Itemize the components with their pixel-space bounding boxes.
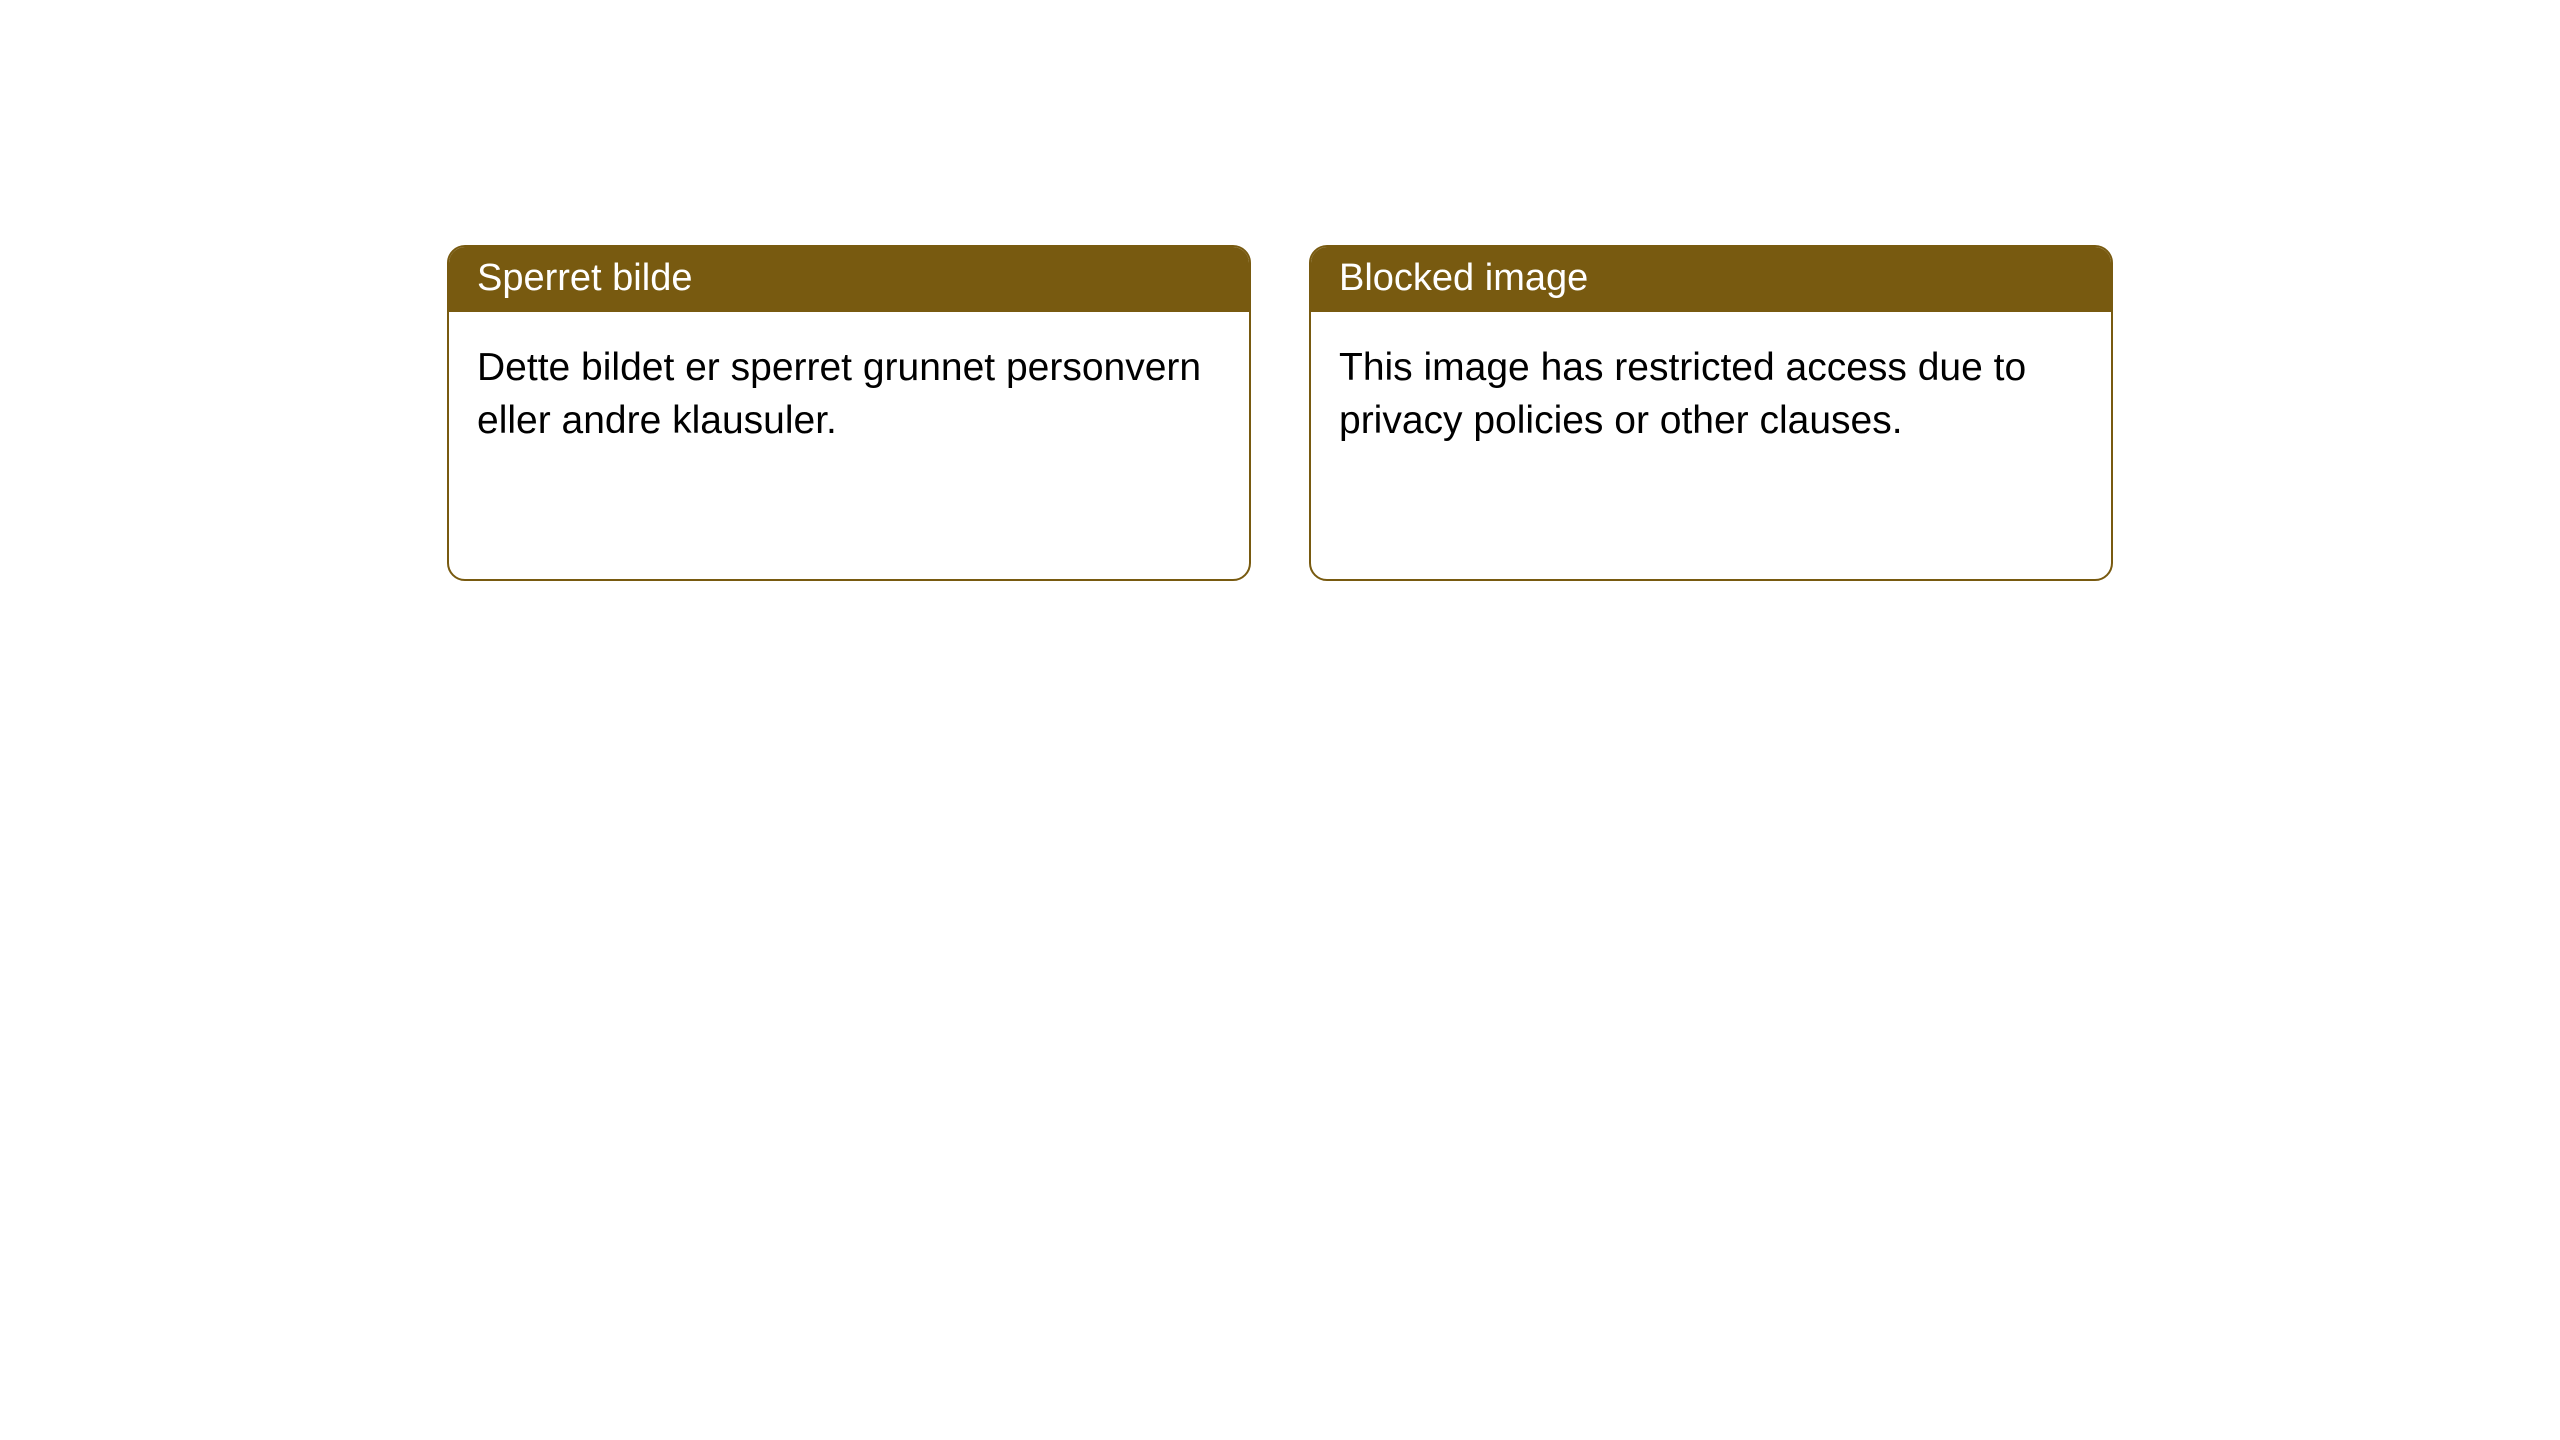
card-title: Sperret bilde — [449, 247, 1249, 312]
card-title: Blocked image — [1311, 247, 2111, 312]
notice-card-norwegian: Sperret bilde Dette bildet er sperret gr… — [447, 245, 1251, 581]
card-body: This image has restricted access due to … — [1311, 312, 2111, 467]
card-body: Dette bildet er sperret grunnet personve… — [449, 312, 1249, 467]
notice-container: Sperret bilde Dette bildet er sperret gr… — [0, 0, 2560, 581]
notice-card-english: Blocked image This image has restricted … — [1309, 245, 2113, 581]
